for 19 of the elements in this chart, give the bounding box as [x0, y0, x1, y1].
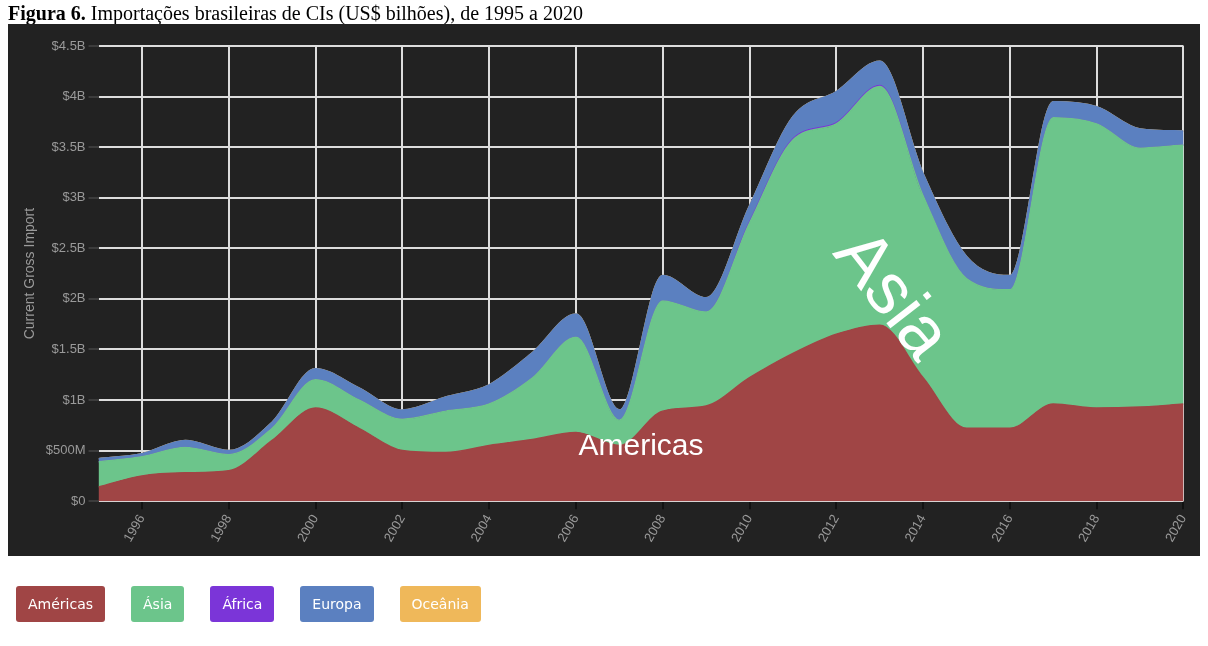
- y-tick-label: $2.5B: [51, 239, 86, 255]
- text: Oceânia: [399, 586, 481, 622]
- text: Europa: [300, 586, 374, 622]
- text: Américas: [16, 586, 106, 622]
- y-tick-label: $3.5B: [51, 138, 86, 154]
- y-tick-label: $500M: [45, 442, 86, 458]
- chart-title: Figura 6.: [8, 2, 86, 24]
- text: África: [210, 586, 275, 622]
- chart-subtitle: Importações brasileiras de CIs (US$ bilhões), de 1995 a 2020: [90, 2, 583, 24]
- y-axis-title: Current Gross Import: [21, 207, 38, 340]
- y-tick-label: $3B: [62, 189, 86, 205]
- y-tick-label: $0: [71, 492, 86, 508]
- y-tick-label: $4.5B: [51, 37, 86, 53]
- y-tick-label: $4B: [62, 88, 86, 104]
- y-tick-label: $2B: [62, 290, 86, 306]
- text: Ásia: [131, 586, 185, 622]
- y-tick-label: $1B: [62, 391, 86, 407]
- y-tick-label: $1.5B: [51, 341, 86, 357]
- annotation: Americas: [578, 427, 704, 461]
